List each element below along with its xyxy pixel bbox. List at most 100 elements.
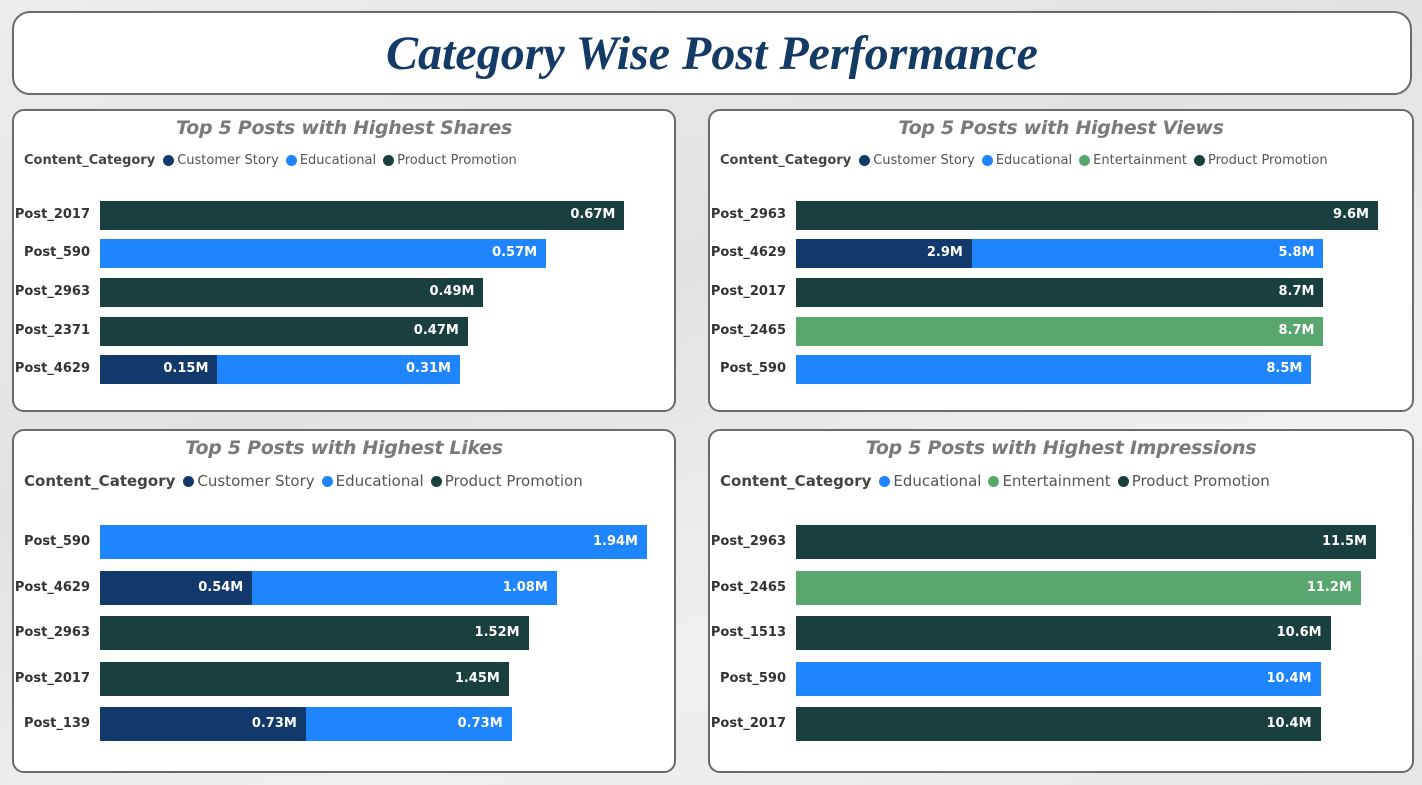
data-label: 0.67M (570, 206, 616, 222)
chart-legend: Content_Category Customer Story Educationa… (24, 472, 590, 490)
bar-customer-story-post-4629[interactable] (100, 571, 253, 605)
legend-item-entertainment[interactable]: Entertainment (1079, 153, 1187, 168)
bar-entertainment-post-2465[interactable] (796, 316, 1324, 346)
data-label: 10.4M (1266, 715, 1312, 731)
legend-label: Customer Story (177, 153, 279, 168)
category-label: Post_590 (719, 670, 786, 686)
category-label: Post_4629 (14, 579, 90, 595)
legend-title: Content_Category (24, 472, 176, 490)
bar-customer-story-post-4629[interactable] (796, 238, 972, 268)
data-label: 0.73M (457, 715, 503, 731)
legend-dot-icon (430, 475, 442, 487)
data-label: 8.5M (1266, 360, 1303, 376)
chart-panel-impressions: Top 5 Posts with Highest Impressions Cont… (708, 429, 1414, 773)
legend-dot-icon (1117, 475, 1129, 487)
data-label: 0.15M (163, 360, 209, 376)
legend-label: Product Promotion (397, 153, 517, 168)
bar-customer-story-post-4629[interactable] (100, 354, 218, 384)
chart-legend: Content_Category Educational Entertainment… (720, 472, 1277, 490)
bar-product-promotion-post-2963[interactable] (796, 525, 1376, 559)
legend-item-customer-story[interactable]: Customer Story (163, 153, 279, 168)
category-label: Post_2963 (710, 206, 786, 222)
chart-title: Top 5 Posts with Highest Impressions (865, 437, 1257, 459)
bar-educational-post-139[interactable] (305, 707, 512, 741)
legend-dot-icon (285, 155, 297, 166)
bar-product-promotion-post-2963[interactable] (100, 277, 484, 307)
bar-product-promotion-post-2017[interactable] (796, 277, 1324, 307)
legend-item-customer-story[interactable]: Customer Story (859, 153, 975, 168)
legend-item-product-promotion[interactable]: Product Promotion (430, 472, 583, 490)
category-label: Post_139 (23, 715, 90, 731)
data-label: 2.9M (926, 244, 963, 260)
legend-dot-icon (183, 475, 195, 487)
legend-label: Educational (299, 153, 377, 168)
bar-product-promotion-post-1513[interactable] (796, 616, 1331, 650)
legend-item-product-promotion[interactable]: Product Promotion (1193, 153, 1328, 168)
data-label: 1.94M (592, 533, 638, 549)
category-label: Post_590 (23, 244, 90, 260)
legend-item-educational[interactable]: Educational (879, 472, 981, 490)
bar-product-promotion-post-2963[interactable] (100, 616, 529, 650)
bar-customer-story-post-139[interactable] (100, 707, 306, 741)
data-label: 0.57M (492, 244, 538, 260)
data-label: 0.49M (429, 283, 475, 299)
legend-label: Product Promotion (1207, 153, 1328, 168)
data-label: 11.2M (1306, 579, 1352, 595)
data-label: 5.8M (1278, 244, 1315, 260)
category-label: Post_2017 (710, 283, 786, 299)
category-label: Post_2465 (710, 579, 786, 595)
legend-item-educational[interactable]: Educational (285, 153, 377, 168)
bar-product-promotion-post-2963[interactable] (796, 200, 1378, 230)
data-label: 0.31M (405, 360, 451, 376)
data-label: 1.08M (502, 579, 548, 595)
category-label: Post_2963 (710, 533, 786, 549)
data-label: 1.52M (474, 624, 520, 640)
bar-educational-post-590[interactable] (100, 238, 547, 268)
category-label: Post_2017 (14, 670, 90, 686)
bar-educational-post-4629[interactable] (217, 354, 460, 384)
category-label: Post_4629 (14, 360, 90, 376)
page-title: Category Wise Post Performance (386, 26, 1038, 80)
data-label: 10.4M (1266, 670, 1312, 686)
chart-title: Top 5 Posts with Highest Views (898, 117, 1224, 139)
chart-panel-views: Top 5 Posts with Highest Views Content_Ca… (708, 109, 1414, 412)
chart-panel-likes: Top 5 Posts with Highest Likes Content_Ca… (12, 429, 676, 773)
legend-label: Educational (335, 472, 424, 490)
bar-educational-post-4629[interactable] (971, 238, 1324, 268)
category-label: Post_2017 (14, 206, 90, 222)
bar-educational-post-590[interactable] (100, 525, 647, 559)
legend-dot-icon (879, 475, 891, 487)
legend-item-product-promotion[interactable]: Product Promotion (383, 153, 517, 168)
bar-product-promotion-post-2017[interactable] (100, 662, 509, 696)
category-label: Post_2465 (710, 322, 786, 338)
data-label: 0.73M (251, 715, 297, 731)
legend-label: Educational (995, 153, 1073, 168)
legend-item-educational[interactable]: Educational (321, 472, 424, 490)
legend-label: Entertainment (1093, 153, 1187, 168)
legend-dot-icon (859, 155, 871, 166)
bar-educational-post-590[interactable] (796, 354, 1312, 384)
legend-dot-icon (988, 475, 1000, 487)
bar-educational-post-590[interactable] (796, 662, 1321, 696)
bar-product-promotion-post-2017[interactable] (796, 707, 1321, 741)
legend-item-entertainment[interactable]: Entertainment (988, 472, 1111, 490)
legend-label: Educational (893, 472, 982, 490)
data-label: 1.45M (454, 670, 500, 686)
bar-product-promotion-post-2017[interactable] (100, 200, 625, 230)
title-banner: Category Wise Post Performance (12, 11, 1412, 95)
chart-title: Top 5 Posts with Highest Likes (185, 437, 503, 459)
legend-label: Customer Story (873, 153, 975, 168)
legend-item-product-promotion[interactable]: Product Promotion (1117, 472, 1270, 490)
chart-legend: Content_Category Customer Story Educationa… (24, 153, 524, 168)
bar-product-promotion-post-2371[interactable] (100, 316, 468, 346)
bar-entertainment-post-2465[interactable] (796, 571, 1361, 605)
legend-dot-icon (1079, 155, 1091, 166)
data-label: 11.5M (1321, 533, 1367, 549)
data-label: 10.6M (1276, 624, 1322, 640)
category-label: Post_4629 (710, 244, 786, 260)
chart-title: Top 5 Posts with Highest Shares (176, 117, 512, 139)
legend-item-educational[interactable]: Educational (981, 153, 1073, 168)
legend-label: Entertainment (1002, 472, 1111, 490)
legend-item-customer-story[interactable]: Customer Story (183, 472, 315, 490)
bar-educational-post-4629[interactable] (252, 571, 557, 605)
